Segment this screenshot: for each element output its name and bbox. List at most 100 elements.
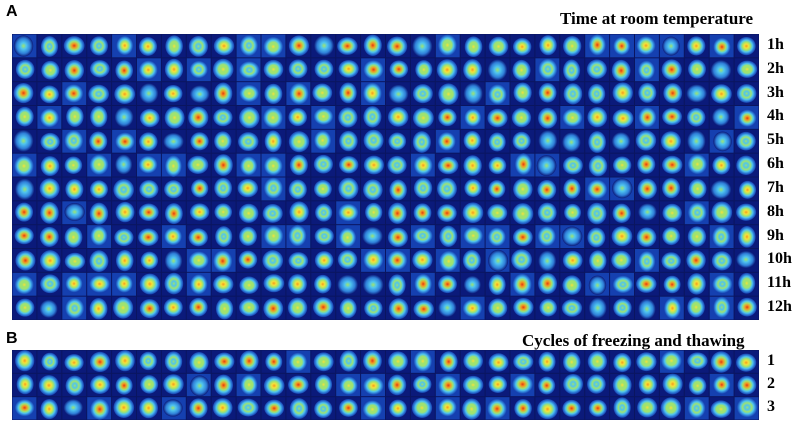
tile-spot bbox=[89, 275, 111, 293]
tile-spot bbox=[736, 203, 757, 221]
tile-spot bbox=[188, 35, 209, 57]
tile-spot bbox=[288, 252, 309, 270]
tile-spot bbox=[262, 204, 283, 223]
tile-spot bbox=[13, 35, 34, 57]
tile-spot bbox=[538, 58, 558, 80]
tile-spot bbox=[287, 297, 308, 318]
tile-spot bbox=[238, 61, 260, 79]
tile-spot bbox=[511, 249, 532, 271]
tile-spot bbox=[439, 351, 458, 373]
tile-spot bbox=[388, 132, 407, 150]
tile-spot bbox=[263, 225, 284, 247]
tile-spot bbox=[164, 272, 184, 295]
tile-spot bbox=[514, 399, 532, 418]
row-label: 7h bbox=[767, 178, 784, 196]
tile-spot bbox=[413, 300, 434, 319]
tile-spot bbox=[613, 36, 631, 56]
tile-spot bbox=[463, 82, 483, 105]
tile-spot bbox=[412, 131, 431, 153]
tile-spot bbox=[114, 228, 134, 247]
tile-spot bbox=[738, 272, 756, 294]
tile-spot bbox=[40, 274, 60, 294]
tile-spot bbox=[462, 398, 482, 420]
tile-spot bbox=[163, 298, 183, 317]
tile-spot bbox=[90, 60, 110, 78]
tile-spot bbox=[138, 203, 159, 222]
tile-spot bbox=[240, 374, 258, 395]
tile-spot bbox=[15, 202, 34, 222]
tile-spot bbox=[363, 376, 384, 395]
tile-spot bbox=[613, 298, 632, 318]
tile-spot bbox=[90, 375, 110, 394]
tile-spot bbox=[487, 227, 506, 247]
tile-spot bbox=[263, 59, 284, 79]
panel-b-grid bbox=[12, 350, 759, 420]
row-label: 10h bbox=[767, 250, 792, 268]
tile-spot bbox=[214, 203, 233, 221]
tile-spot bbox=[662, 203, 682, 223]
tile-spot bbox=[663, 297, 681, 319]
tile-spot bbox=[712, 156, 731, 175]
tile-spot bbox=[314, 59, 334, 79]
panel-b-heatmap-tiles bbox=[12, 350, 759, 420]
row-label: 3h bbox=[767, 83, 784, 101]
tile-spot bbox=[564, 203, 582, 222]
tile-spot bbox=[713, 296, 731, 318]
tile-spot bbox=[464, 179, 482, 197]
tile-spot bbox=[488, 180, 506, 198]
tile-spot bbox=[561, 299, 583, 317]
tile-spot bbox=[514, 153, 533, 176]
tile-spot bbox=[139, 180, 159, 199]
tile-spot bbox=[437, 156, 459, 175]
tile-spot bbox=[713, 131, 732, 152]
row-label: 4h bbox=[767, 107, 784, 125]
tile-spot bbox=[587, 374, 606, 394]
tile-spot bbox=[587, 179, 608, 199]
tile-spot bbox=[710, 60, 732, 81]
tile-spot bbox=[239, 298, 260, 317]
row-label: 12h bbox=[767, 298, 792, 316]
tile-spot bbox=[438, 398, 457, 417]
tile-spot bbox=[214, 131, 232, 151]
tile-spot bbox=[239, 106, 260, 129]
tile-spot bbox=[14, 155, 34, 177]
tile-spot bbox=[736, 353, 757, 372]
tile-spot bbox=[511, 108, 532, 128]
tile-spot bbox=[139, 83, 159, 104]
row-label: 8h bbox=[767, 202, 784, 220]
tile-spot bbox=[386, 36, 408, 57]
tile-spot bbox=[512, 203, 534, 225]
tile-spot bbox=[736, 397, 758, 418]
tile-spot bbox=[16, 374, 34, 395]
tile-spot bbox=[612, 156, 632, 174]
tile-spot bbox=[115, 132, 135, 151]
tile-spot bbox=[338, 60, 359, 78]
tile-spot bbox=[40, 85, 59, 104]
tile-spot bbox=[115, 154, 133, 175]
tile-spot bbox=[90, 106, 108, 128]
tile-spot bbox=[314, 35, 335, 57]
tile-spot bbox=[587, 351, 608, 372]
tile-spot bbox=[90, 398, 110, 420]
tile-spot bbox=[687, 202, 707, 223]
tile-spot bbox=[188, 106, 209, 129]
tile-spot bbox=[65, 179, 84, 200]
tile-spot bbox=[163, 132, 184, 151]
tile-spot bbox=[711, 201, 733, 224]
tile-spot bbox=[412, 107, 434, 129]
tile-spot bbox=[413, 203, 432, 223]
tile-spot bbox=[464, 36, 483, 58]
tile-spot bbox=[212, 58, 234, 80]
tile-spot bbox=[288, 179, 307, 200]
tile-spot bbox=[238, 203, 259, 223]
tile-spot bbox=[263, 298, 284, 320]
tile-spot bbox=[687, 352, 708, 370]
tile-spot bbox=[339, 156, 359, 174]
tile-spot bbox=[687, 226, 707, 247]
panel-b-title: Cycles of freezing and thawing bbox=[522, 331, 745, 350]
tile-spot bbox=[164, 180, 183, 199]
tile-spot bbox=[362, 274, 384, 295]
tile-spot bbox=[638, 374, 657, 395]
row-label: 2h bbox=[767, 59, 784, 77]
tile-spot bbox=[638, 60, 655, 80]
